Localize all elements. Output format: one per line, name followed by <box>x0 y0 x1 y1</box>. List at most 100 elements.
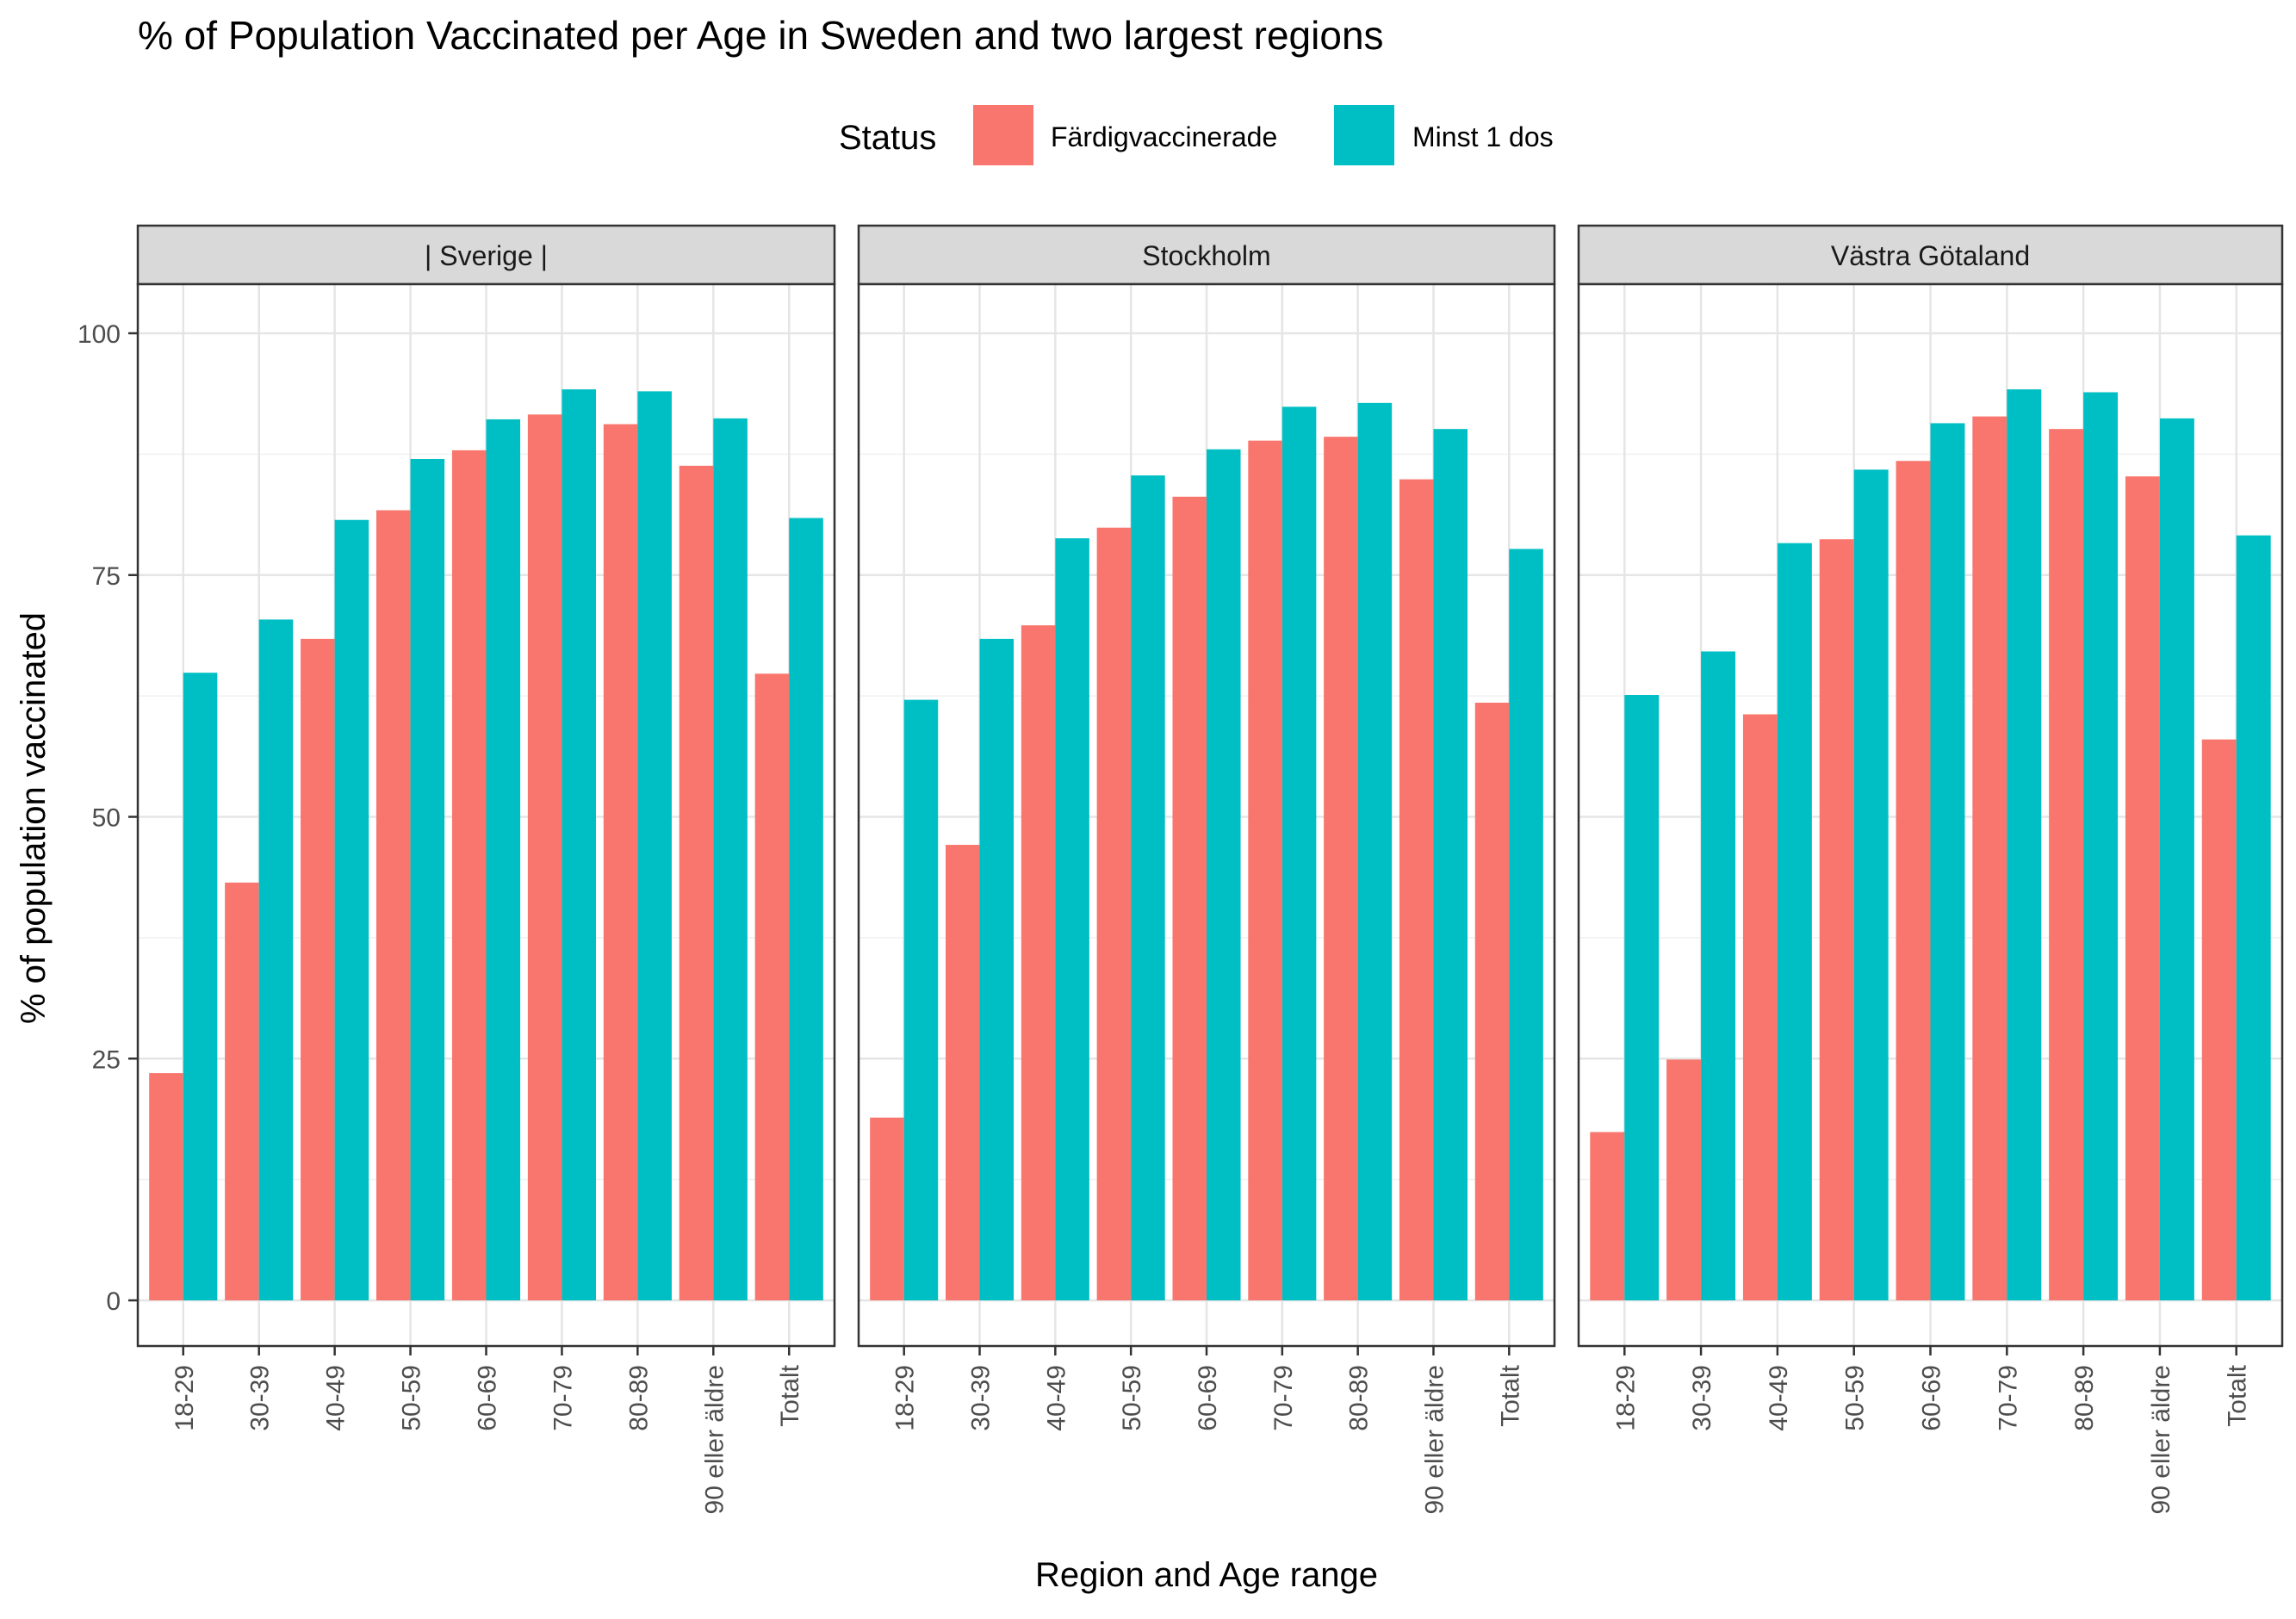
legend-key-minst-1-dos <box>1334 105 1394 165</box>
x-tick-label: 60-69 <box>474 1365 502 1431</box>
chart-title: % of Population Vaccinated per Age in Sw… <box>138 13 1384 58</box>
bar-fardigvaccinerade-90-eller-äldre <box>679 465 714 1300</box>
facet-strip <box>136 224 836 286</box>
x-tick-label: 70-79 <box>549 1365 577 1431</box>
x-tick-label: Totalt <box>2224 1364 2252 1426</box>
bar-minst-1-dos-80-89 <box>1357 402 1393 1301</box>
bar-fardigvaccinerade-80-89 <box>603 424 638 1300</box>
x-tick-label: 18-29 <box>1611 1365 1640 1431</box>
bar-minst-1-dos-70-79 <box>2007 389 2042 1300</box>
bar-fardigvaccinerade-40-49 <box>1742 714 1778 1300</box>
y-tick-label: 100 <box>78 320 121 349</box>
legend: Status Färdigvaccinerade Minst 1 dos <box>839 105 1554 165</box>
bar-minst-1-dos-80-89 <box>637 391 672 1300</box>
bar-minst-1-dos-70-79 <box>1281 406 1317 1300</box>
x-tick-label: 40-49 <box>1765 1365 1793 1431</box>
facet-strip <box>1577 224 2284 286</box>
x-axis-label: Region and Age range <box>1035 1556 1378 1594</box>
bar-minst-1-dos-70-79 <box>562 389 597 1300</box>
x-tick-label: 30-39 <box>1688 1365 1716 1431</box>
legend-title: Status <box>839 119 936 157</box>
x-tick-label: Totalt <box>1496 1364 1524 1426</box>
bar-minst-1-dos-90-eller-äldre <box>713 418 748 1301</box>
x-tick-label: 50-59 <box>1118 1365 1146 1431</box>
bar-fardigvaccinerade-30-39 <box>1666 1059 1702 1300</box>
legend-label-minst-1-dos: Minst 1 dos <box>1412 121 1554 152</box>
bar-minst-1-dos-50-59 <box>1131 475 1165 1300</box>
bar-minst-1-dos-90-eller-äldre <box>1433 429 1468 1300</box>
bar-fardigvaccinerade-70-79 <box>1972 416 2007 1300</box>
bar-minst-1-dos-30-39 <box>258 619 294 1300</box>
bar-fardigvaccinerade-18-29 <box>149 1073 183 1300</box>
x-tick-label: 90 eller äldre <box>700 1365 729 1514</box>
bar-fardigvaccinerade-50-59 <box>375 510 411 1300</box>
x-tick-label: 18-29 <box>891 1365 920 1431</box>
bar-fardigvaccinerade-60-69 <box>1896 461 1931 1300</box>
bar-minst-1-dos-60-69 <box>486 419 521 1300</box>
x-tick-label: Totalt <box>776 1364 804 1426</box>
x-tick-label: 80-89 <box>624 1365 653 1431</box>
x-tick-label: 50-59 <box>398 1365 426 1431</box>
y-tick-label: 50 <box>92 804 121 833</box>
bar-minst-1-dos-40-49 <box>334 519 369 1300</box>
y-tick-label: 25 <box>92 1045 121 1074</box>
x-tick-label: 60-69 <box>1194 1365 1222 1431</box>
bar-minst-1-dos-30-39 <box>979 638 1015 1300</box>
bar-fardigvaccinerade-60-69 <box>1172 496 1207 1300</box>
x-tick-label: 50-59 <box>1841 1365 1870 1431</box>
y-tick-label: 75 <box>92 562 121 591</box>
x-tick-label: 60-69 <box>1918 1365 1946 1431</box>
bar-minst-1-dos-18-29 <box>903 699 939 1300</box>
bar-fardigvaccinerade-80-89 <box>2049 429 2084 1300</box>
x-tick-label: 40-49 <box>322 1365 351 1431</box>
bar-fardigvaccinerade-30-39 <box>225 882 259 1300</box>
panel-2: Västra Götaland 18-29 30-39 40-49 50-59 60-69… <box>1577 224 2284 1514</box>
bar-fardigvaccinerade-18-29 <box>870 1117 904 1300</box>
bar-fardigvaccinerade-50-59 <box>1096 527 1132 1300</box>
panel-1: Stockholm 18-29 30-39 40-49 50-59 60-69 70-79 8… <box>857 224 1556 1514</box>
bar-fardigvaccinerade-40-49 <box>1021 625 1056 1300</box>
bar-fardigvaccinerade-90-eller-äldre <box>2125 476 2160 1300</box>
x-tick-label: 30-39 <box>246 1365 275 1431</box>
x-tick-label: 18-29 <box>171 1365 199 1431</box>
facet-strip-label: Stockholm <box>1142 240 1270 271</box>
x-tick-label: 30-39 <box>967 1365 996 1431</box>
bar-minst-1-dos-50-59 <box>1853 469 1889 1300</box>
bar-fardigvaccinerade-80-89 <box>1324 437 1358 1300</box>
x-tick-label: 70-79 <box>1269 1365 1298 1431</box>
bar-minst-1-dos-40-49 <box>1055 538 1089 1300</box>
bar-fardigvaccinerade-30-39 <box>946 845 980 1300</box>
legend-key-fardigvaccinerade <box>973 105 1033 165</box>
bar-fardigvaccinerade-Totalt <box>1474 702 1510 1300</box>
bar-minst-1-dos-18-29 <box>1624 695 1660 1300</box>
bar-fardigvaccinerade-70-79 <box>527 414 562 1300</box>
bar-fardigvaccinerade-90-eller-äldre <box>1399 479 1434 1300</box>
bar-minst-1-dos-40-49 <box>1777 543 1812 1300</box>
facet-panels: | Sverige | 18-29 30-39 40-49 50-59 60-69 70-7… <box>78 224 2284 1514</box>
bar-minst-1-dos-60-69 <box>1930 423 1965 1301</box>
bar-minst-1-dos-50-59 <box>410 458 445 1300</box>
x-tick-label: 80-89 <box>1345 1365 1374 1431</box>
x-tick-label: 70-79 <box>1994 1365 2022 1431</box>
x-tick-label: 90 eller äldre <box>1420 1365 1449 1514</box>
bar-minst-1-dos-Totalt <box>789 518 823 1300</box>
y-tick-label: 0 <box>106 1287 121 1316</box>
bar-fardigvaccinerade-Totalt <box>754 673 790 1300</box>
bar-fardigvaccinerade-Totalt <box>2201 739 2237 1300</box>
bar-minst-1-dos-30-39 <box>1701 651 1736 1300</box>
bar-minst-1-dos-60-69 <box>1207 449 1241 1300</box>
bar-minst-1-dos-90-eller-äldre <box>2159 418 2194 1301</box>
bar-fardigvaccinerade-50-59 <box>1819 539 1854 1300</box>
bar-fardigvaccinerade-18-29 <box>1590 1132 1625 1300</box>
y-axis-label: % of population vaccinated <box>15 612 53 1024</box>
bar-fardigvaccinerade-60-69 <box>451 450 487 1300</box>
bar-minst-1-dos-80-89 <box>2083 392 2119 1301</box>
bar-fardigvaccinerade-40-49 <box>301 638 335 1300</box>
bar-fardigvaccinerade-70-79 <box>1248 440 1282 1300</box>
x-tick-label: 80-89 <box>2070 1365 2099 1431</box>
facet-strip-label: Västra Götaland <box>1831 240 2030 271</box>
bar-minst-1-dos-18-29 <box>183 673 218 1300</box>
x-tick-label: 40-49 <box>1042 1365 1070 1431</box>
